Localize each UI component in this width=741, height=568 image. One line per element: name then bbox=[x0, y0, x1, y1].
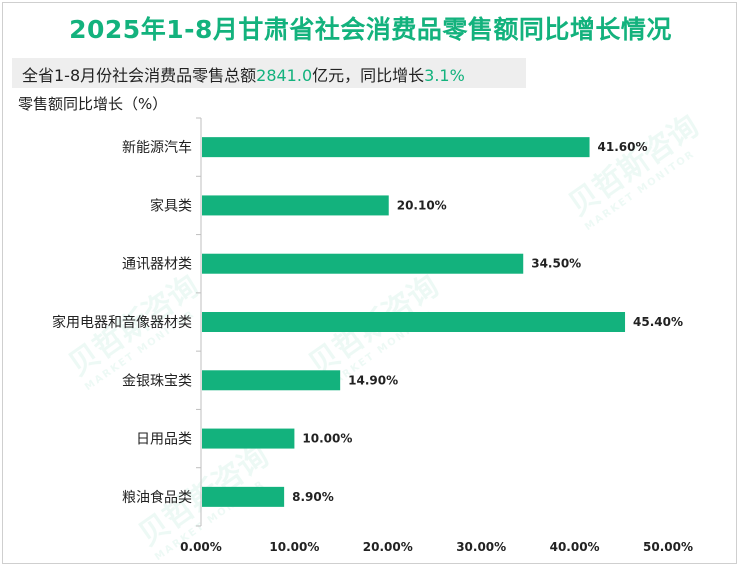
data-label: 14.90% bbox=[348, 373, 398, 387]
bar bbox=[202, 137, 590, 158]
subtitle-prefix: 全省1-8月份社会消费品零售总额 bbox=[22, 66, 257, 85]
chart-title: 2025年1-8月甘肃省社会消费品零售额同比增长情况 bbox=[69, 15, 672, 44]
category-label: 金银珠宝类 bbox=[122, 373, 192, 389]
data-label: 34.50% bbox=[531, 257, 581, 271]
x-tick-label: 40.00% bbox=[550, 540, 600, 554]
x-tick-label: 20.00% bbox=[363, 540, 413, 554]
data-label: 8.90% bbox=[292, 490, 334, 504]
chart-subtitle: 全省1-8月份社会消费品零售总额2841.0亿元，同比增长3.1% bbox=[22, 62, 465, 86]
subtitle-box bbox=[12, 58, 526, 88]
category-label: 家用电器和音像器材类 bbox=[52, 314, 192, 331]
category-label: 粮油食品类 bbox=[122, 489, 192, 506]
bar bbox=[202, 253, 524, 274]
subtitle-total: 2841.0 bbox=[256, 66, 313, 85]
category-label: 日用品类 bbox=[136, 432, 192, 448]
data-label: 41.60% bbox=[598, 140, 648, 154]
bar bbox=[202, 486, 285, 507]
x-tick-label: 10.00% bbox=[269, 540, 319, 554]
x-tick-label: 50.00% bbox=[643, 540, 693, 554]
data-label: 10.00% bbox=[302, 432, 352, 446]
subtitle-growth: 3.1% bbox=[424, 66, 465, 85]
category-label: 新能源汽车 bbox=[122, 139, 192, 156]
x-tick-label: 0.00% bbox=[180, 540, 222, 554]
category-label: 家具类 bbox=[150, 197, 192, 214]
bar bbox=[202, 195, 389, 216]
x-tick-label: 30.00% bbox=[456, 540, 506, 554]
category-label: 通讯器材类 bbox=[122, 257, 192, 273]
data-label: 20.10% bbox=[397, 198, 447, 212]
bar bbox=[202, 370, 341, 391]
bar bbox=[202, 428, 295, 449]
y-axis-label: 零售额同比增长（%） bbox=[18, 95, 168, 113]
data-label: 45.40% bbox=[633, 315, 683, 329]
bar bbox=[202, 312, 626, 332]
subtitle-middle: 亿元，同比增长 bbox=[312, 66, 425, 85]
